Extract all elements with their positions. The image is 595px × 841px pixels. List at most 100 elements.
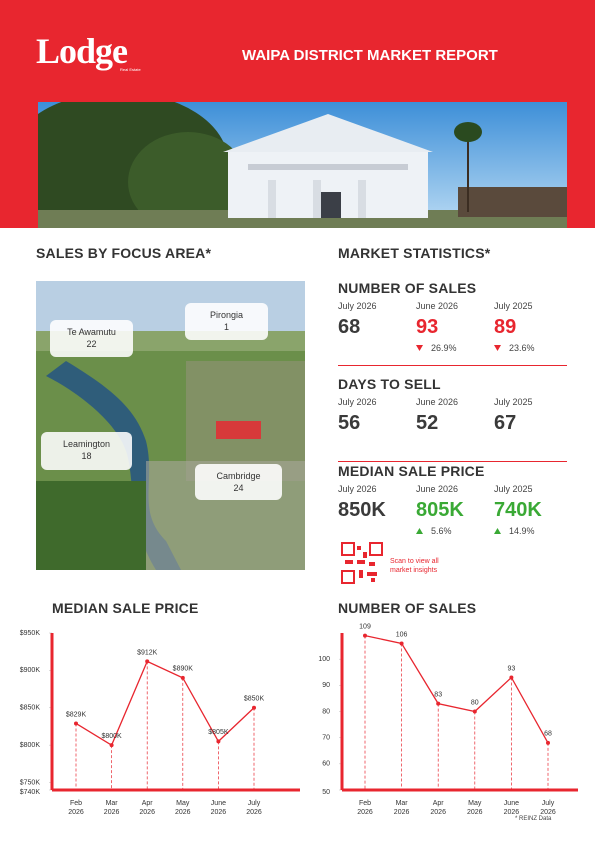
area-bubble: Te Awamutu 22: [50, 320, 133, 357]
area-sales: 1: [223, 322, 229, 332]
section-title: MARKET STATISTICS*: [338, 245, 491, 261]
change-arrow: [416, 345, 423, 351]
area-name: Pirongia: [209, 310, 244, 320]
area-name: Cambridge: [216, 471, 261, 481]
logo-tagline: Real Estate: [120, 67, 141, 72]
value-label: $805K: [208, 729, 229, 736]
data-point: [109, 743, 114, 748]
data-point: [472, 709, 477, 714]
stat-title: NUMBER OF SALES: [338, 280, 477, 296]
x-tick-label: July 2026: [246, 800, 262, 816]
section-title: SALES BY FOCUS AREA*: [36, 245, 212, 261]
report-title: WAIPA DISTRICT MARKET REPORT: [242, 47, 498, 64]
y-tick-label: $740K: [20, 789, 41, 796]
y-tick-label: 90: [322, 682, 330, 689]
area-bubble: Leamington 18: [41, 432, 132, 470]
stat-value: 740K: [494, 499, 542, 521]
stat-value: 56: [338, 412, 361, 434]
x-tick-label: June 2026: [210, 800, 227, 816]
change-arrow: [416, 528, 423, 534]
y-tick-label: $950K: [20, 630, 41, 637]
data-point: [546, 740, 550, 745]
x-tick-label: Feb 2026: [357, 800, 373, 816]
value-label: 93: [508, 665, 516, 672]
y-tick-label: $850K: [20, 705, 41, 712]
x-tick-label: July 2026: [540, 800, 556, 816]
stat-period: June 2026: [416, 301, 459, 311]
chart-title: MEDIAN SALE PRICE: [52, 600, 199, 616]
stat-period: July 2026: [338, 301, 377, 311]
value-label: $829K: [66, 711, 87, 718]
y-tick-label: 80: [322, 708, 330, 715]
value-label: 83: [434, 691, 442, 698]
x-tick-label: Mar 2026: [393, 800, 410, 816]
data-point: [509, 675, 514, 680]
value-label: $890K: [173, 666, 194, 673]
stat-value: 805K: [416, 499, 464, 521]
qr-code: [341, 542, 383, 584]
data-point: [399, 641, 404, 646]
data-line: [75, 660, 255, 747]
area-name: Te Awamutu: [67, 327, 116, 337]
stat-period: July 2025: [494, 397, 533, 407]
y-tick-label: 70: [322, 735, 330, 742]
footnote: * REINZ Data: [515, 816, 552, 822]
y-tick-label: 60: [322, 761, 330, 768]
data-point: [436, 701, 441, 706]
stat-change: 14.9%: [509, 526, 535, 536]
qr-caption: Scan to view all market insights: [390, 558, 439, 574]
header-photo: [38, 102, 567, 228]
chart-title: NUMBER OF SALES: [338, 600, 477, 616]
data-point: [74, 721, 78, 726]
data-line: [364, 634, 549, 744]
value-label: 109: [359, 623, 371, 630]
area-sales: 24: [233, 483, 244, 493]
x-tick-label: Feb 2026: [68, 800, 84, 816]
value-label: $912K: [137, 649, 158, 656]
stat-period: June 2026: [416, 397, 459, 407]
stat-period: July 2026: [338, 484, 377, 494]
area-name: Leamington: [62, 439, 111, 449]
stat-change: 26.9%: [431, 343, 457, 353]
y-tick-label: 100: [318, 656, 330, 663]
stat-value: 67: [494, 412, 517, 434]
change-arrow: [494, 528, 501, 534]
stat-period: July 2026: [338, 397, 377, 407]
stat-value: 89: [494, 316, 517, 338]
x-tick-label: May 2026: [175, 800, 191, 816]
value-label: 80: [471, 699, 479, 706]
data-point: [363, 633, 367, 638]
y-tick-label: 50: [322, 789, 330, 796]
stat-period: July 2025: [494, 301, 533, 311]
area-bubble: Pirongia 1: [185, 303, 268, 340]
area-bubble: Cambridge 24: [195, 464, 282, 500]
stat-period: June 2026: [416, 484, 459, 494]
stat-change: 23.6%: [509, 343, 535, 353]
data-point: [216, 739, 221, 744]
y-tick-label: $900K: [20, 667, 41, 674]
stat-change: 5.6%: [431, 526, 452, 536]
stat-title: DAYS TO SELL: [338, 376, 441, 392]
value-label: 68: [544, 731, 552, 738]
x-tick-label: Apr 2026: [430, 800, 446, 816]
data-point: [252, 705, 256, 710]
divider: [338, 365, 567, 366]
stat-value: 93: [416, 316, 439, 338]
x-tick-label: Apr 2026: [139, 800, 155, 816]
x-tick-label: May 2026: [467, 800, 483, 816]
logo: Lodge: [36, 31, 128, 71]
x-tick-label: June 2026: [503, 800, 520, 816]
stat-value: 68: [338, 316, 361, 338]
change-arrow: [494, 345, 501, 351]
stat-title: MEDIAN SALE PRICE: [338, 463, 485, 479]
stat-value: 52: [416, 412, 439, 434]
area-sales: 18: [81, 451, 92, 461]
stat-period: July 2025: [494, 484, 533, 494]
stat-value: 850K: [338, 499, 386, 521]
x-tick-label: Mar 2026: [103, 800, 120, 816]
value-label: $850K: [244, 696, 265, 703]
data-point: [145, 659, 150, 664]
value-label: 106: [396, 631, 408, 638]
